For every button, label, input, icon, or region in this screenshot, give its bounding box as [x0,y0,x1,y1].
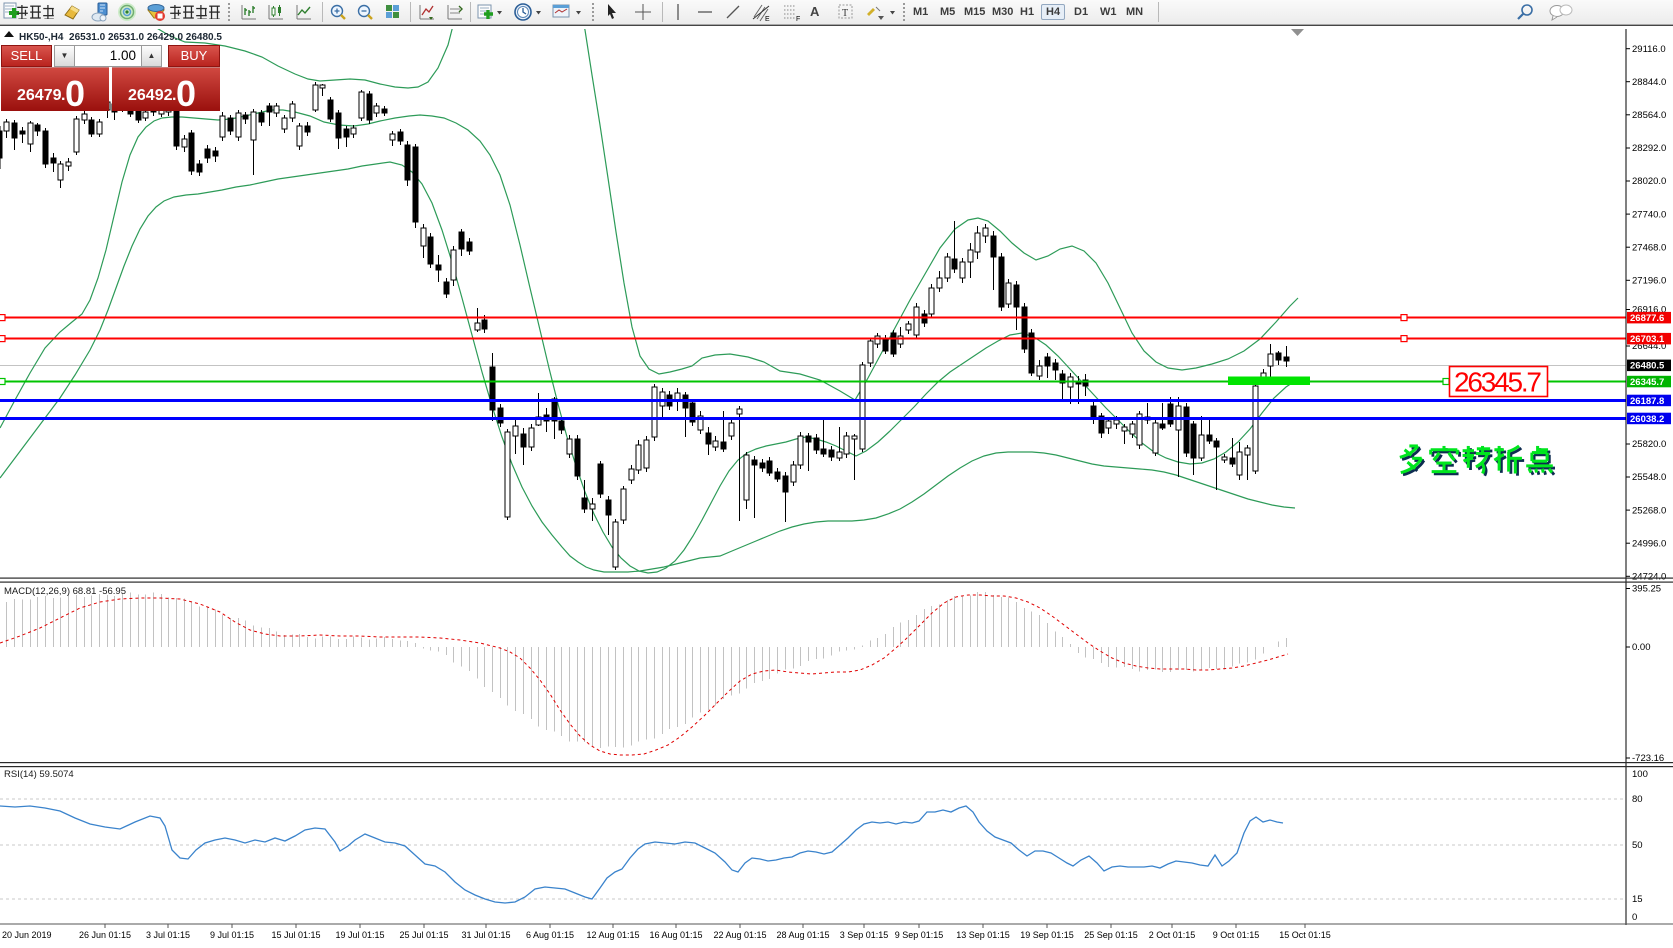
svg-text:28 Aug 01:15: 28 Aug 01:15 [776,930,829,940]
svg-text:24724.0: 24724.0 [1632,572,1666,583]
svg-text:0: 0 [1632,912,1637,923]
svg-text:19 Sep 01:15: 19 Sep 01:15 [1020,930,1074,940]
svg-text:6 Aug 01:15: 6 Aug 01:15 [526,930,574,940]
svg-text:100: 100 [1632,769,1648,780]
svg-text:26916.0: 26916.0 [1632,305,1666,316]
svg-text:29116.0: 29116.0 [1632,44,1666,55]
svg-text:26 Jun 01:15: 26 Jun 01:15 [79,930,131,940]
svg-text:28292.0: 28292.0 [1632,143,1666,154]
svg-text:MACD(12,26,9) 68.81 -56.95: MACD(12,26,9) 68.81 -56.95 [4,586,126,597]
svg-text:28844.0: 28844.0 [1632,77,1666,88]
svg-text:28020.0: 28020.0 [1632,176,1666,187]
svg-text:27196.0: 27196.0 [1632,276,1666,287]
svg-text:25548.0: 25548.0 [1632,472,1666,483]
svg-text:22 Aug 01:15: 22 Aug 01:15 [713,930,766,940]
svg-text:26703.1: 26703.1 [1630,334,1665,345]
svg-text:31 Jul 01:15: 31 Jul 01:15 [461,930,510,940]
svg-text:15 Jul 01:15: 15 Jul 01:15 [271,930,320,940]
svg-text:19 Jul 01:15: 19 Jul 01:15 [335,930,384,940]
svg-text:9 Oct 01:15: 9 Oct 01:15 [1213,930,1260,940]
svg-text:25 Sep 01:15: 25 Sep 01:15 [1084,930,1138,940]
svg-text:T: T [842,8,848,19]
svg-text:25268.0: 25268.0 [1632,505,1666,516]
svg-text:9 Jul 01:15: 9 Jul 01:15 [210,930,254,940]
svg-text:9 Sep 01:15: 9 Sep 01:15 [895,930,944,940]
svg-text:24996.0: 24996.0 [1632,538,1666,549]
svg-text:-723.16: -723.16 [1632,753,1664,764]
svg-text:16 Aug 01:15: 16 Aug 01:15 [649,930,702,940]
svg-text:28564.0: 28564.0 [1632,110,1666,121]
svg-text:HK50-,H4 26531.0 26531.0 2642: HK50-,H4 26531.0 26531.0 26429.0 26480.5 [19,32,222,43]
svg-text:13 Sep 01:15: 13 Sep 01:15 [956,930,1010,940]
svg-text:2 Oct 01:15: 2 Oct 01:15 [1149,930,1196,940]
svg-text:20 Jun 2019: 20 Jun 2019 [2,930,52,940]
svg-text:12 Aug 01:15: 12 Aug 01:15 [586,930,639,940]
svg-text:0.00: 0.00 [1632,642,1651,653]
svg-text:3 Sep 01:15: 3 Sep 01:15 [840,930,889,940]
svg-text:RSI(14) 59.5074: RSI(14) 59.5074 [4,769,74,780]
svg-text:3 Jul 01:15: 3 Jul 01:15 [146,930,190,940]
svg-text:26038.2: 26038.2 [1630,414,1664,425]
svg-text:F: F [796,16,800,22]
svg-text:27468.0: 27468.0 [1632,242,1666,253]
svg-text:26480.5: 26480.5 [1630,361,1665,372]
svg-text:25 Jul 01:15: 25 Jul 01:15 [399,930,448,940]
svg-text:26877.6: 26877.6 [1630,313,1664,324]
svg-text:26345.7: 26345.7 [1454,367,1542,398]
svg-text:15 Oct 01:15: 15 Oct 01:15 [1279,930,1331,940]
svg-text:27740.0: 27740.0 [1632,209,1666,220]
svg-text:26644.0: 26644.0 [1632,341,1666,352]
svg-text:80: 80 [1632,794,1643,805]
svg-text:25820.0: 25820.0 [1632,439,1666,450]
svg-text:26187.8: 26187.8 [1630,396,1664,407]
svg-text:E: E [765,16,770,22]
svg-text:26345.7: 26345.7 [1630,377,1664,388]
svg-text:395.25: 395.25 [1632,584,1661,595]
svg-text:15: 15 [1632,894,1643,905]
svg-text:50: 50 [1632,840,1643,851]
